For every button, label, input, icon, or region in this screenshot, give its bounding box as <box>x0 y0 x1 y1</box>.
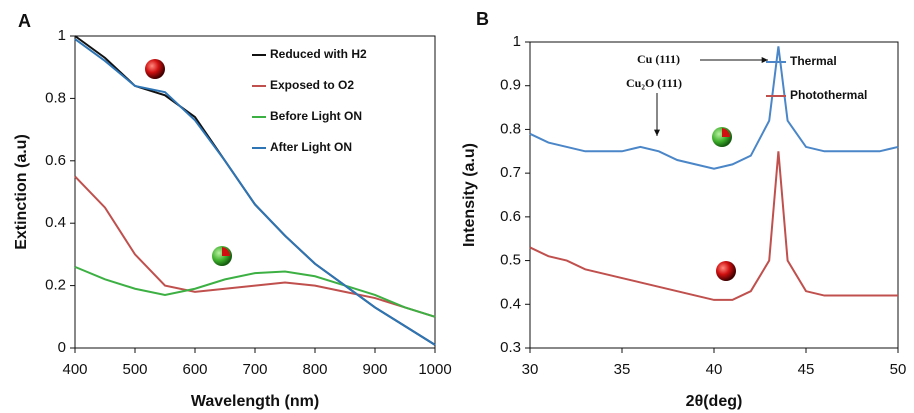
annotation: Cu (111) <box>637 52 680 66</box>
plot-frame <box>74 35 436 349</box>
x-tick-label: 1000 <box>418 361 451 378</box>
x-axis-label: 2θ(deg) <box>686 393 743 410</box>
arrow-head <box>654 129 660 136</box>
legend-label: Reduced with H2 <box>270 47 367 61</box>
data-line <box>529 46 899 170</box>
legend-label: Before Light ON <box>270 109 362 123</box>
y-tick-label: 0.9 <box>500 77 521 94</box>
panel-label: A <box>18 11 31 31</box>
x-tick-label: 50 <box>890 361 907 378</box>
x-tick-label: 45 <box>798 361 815 378</box>
arrow-head <box>761 57 768 63</box>
data-line <box>74 38 436 346</box>
data-line <box>74 265 436 318</box>
y-tick-label: 0.6 <box>500 208 521 225</box>
y-tick-label: 0.4 <box>45 214 66 231</box>
y-tick-label: 0.5 <box>500 252 521 269</box>
y-tick-label: 1 <box>513 33 521 50</box>
y-tick-label: 0.3 <box>500 339 521 356</box>
x-tick-label: 900 <box>362 361 387 378</box>
y-tick-label: 0 <box>58 339 66 356</box>
x-tick-label: 40 <box>706 361 723 378</box>
legend-label: After Light ON <box>270 140 352 154</box>
x-tick-label: 700 <box>242 361 267 378</box>
y-axis-label: Intensity (a.u) <box>461 143 478 247</box>
x-tick-label: 600 <box>182 361 207 378</box>
legend-label: Photothermal <box>790 88 867 102</box>
panel-label: B <box>476 9 489 29</box>
particle-icon <box>145 59 736 281</box>
x-tick-label: 500 <box>122 361 147 378</box>
annotation: Cu₂O (111) <box>626 76 682 90</box>
y-tick-label: 0.8 <box>45 89 66 106</box>
y-tick-label: 0.4 <box>500 295 521 312</box>
x-tick-label: 400 <box>62 361 87 378</box>
x-tick-label: 800 <box>302 361 327 378</box>
data-line <box>74 175 436 318</box>
data-line <box>74 35 436 346</box>
legend-label: Exposed to O2 <box>270 78 354 92</box>
y-tick-label: 0.8 <box>500 120 521 137</box>
x-tick-label: 30 <box>522 361 539 378</box>
y-tick-label: 1 <box>58 27 66 44</box>
data-line <box>529 151 898 301</box>
x-tick-label: 35 <box>614 361 631 378</box>
y-tick-label: 0.2 <box>45 277 66 294</box>
x-axis-label: Wavelength (nm) <box>191 393 319 410</box>
y-axis-label: Extinction (a.u) <box>13 134 30 250</box>
legend-label: Thermal <box>790 54 837 68</box>
y-tick-label: 0.6 <box>45 152 66 169</box>
y-tick-label: 0.7 <box>500 164 521 181</box>
